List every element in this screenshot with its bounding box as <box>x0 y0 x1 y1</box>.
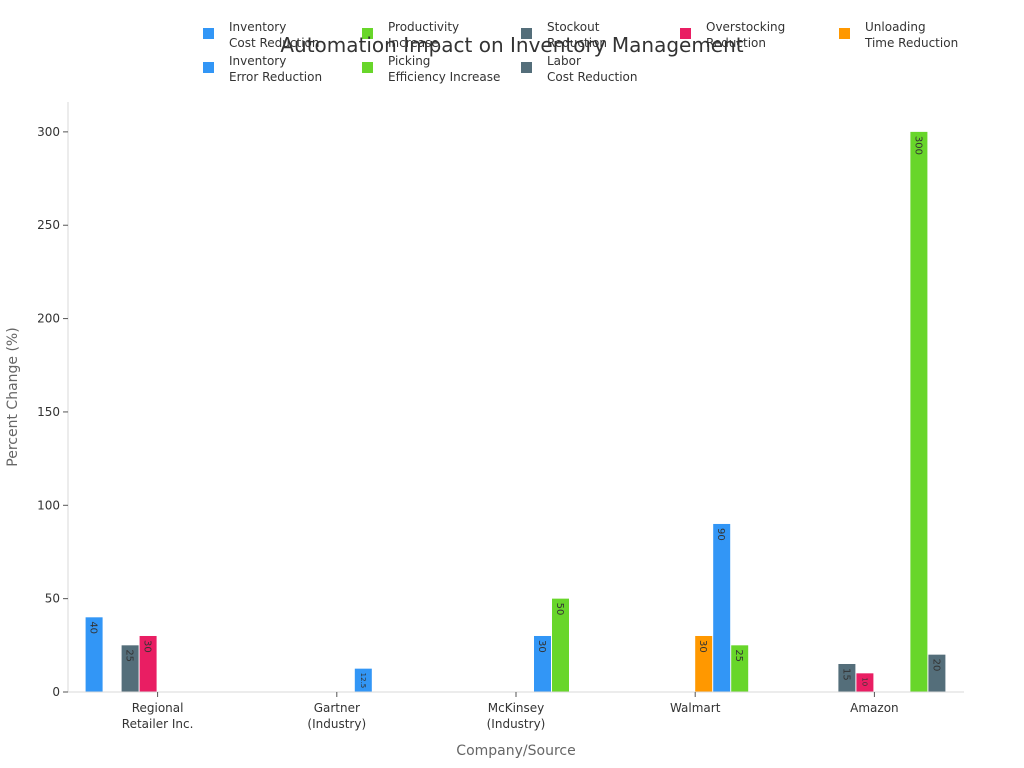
legend-label-line: Inventory <box>229 54 286 68</box>
axes: 0 50 100 150 200 250 300 Regional Retailer Inc. G… <box>37 102 964 731</box>
x-tick-label-line: (Industry) <box>307 717 366 731</box>
bar-label: 30 <box>142 640 153 653</box>
bar-label: 300 <box>912 136 923 155</box>
x-tick-label-line: Retailer Inc. <box>122 717 194 731</box>
legend-label-line: Time Reduction <box>864 36 958 50</box>
x-axis-title: Company/Source <box>456 743 575 759</box>
y-tick-label: 0 <box>52 685 60 699</box>
legend-label: Labor Cost Reduction <box>547 54 637 84</box>
bar[interactable] <box>695 635 713 692</box>
bar-label: 50 <box>554 603 565 616</box>
bar[interactable] <box>838 663 856 692</box>
legend-label: Picking Efficiency Increase <box>388 54 500 84</box>
x-tick-label-line: Walmart <box>670 701 721 715</box>
bar-label: 30 <box>536 640 547 653</box>
x-tick-label-line: (Industry) <box>487 717 546 731</box>
legend-label-line: Reduction <box>547 36 607 50</box>
legend-label: Stockout Reduction <box>547 20 607 50</box>
bar[interactable] <box>139 635 157 692</box>
bar-label: 10 <box>860 677 868 686</box>
x-tick-label-line: Regional <box>132 701 184 715</box>
legend-label: Inventory Error Reduction <box>229 54 322 84</box>
bar[interactable] <box>85 617 103 692</box>
bar[interactable] <box>928 654 946 692</box>
legend-label-line: Labor <box>547 54 581 68</box>
bar-label: 25 <box>733 649 744 662</box>
legend-label-line: Productivity <box>388 20 459 34</box>
legend: Inventory Cost Reduction Productivity Incre… <box>203 20 958 84</box>
y-tick-label: 300 <box>37 125 60 139</box>
legend-swatch <box>362 62 373 73</box>
bar[interactable] <box>121 645 139 692</box>
legend-label-line: Cost Reduction <box>229 36 319 50</box>
y-tick-label: 150 <box>37 405 60 419</box>
legend-item[interactable]: Picking Efficiency Increase <box>362 54 500 84</box>
legend-item[interactable]: Inventory Error Reduction <box>203 54 322 84</box>
legend-swatch <box>521 62 532 73</box>
bar[interactable] <box>856 673 874 692</box>
legend-label-line: Overstocking <box>706 20 785 34</box>
y-axis-title: Percent Change (%) <box>5 327 21 466</box>
legend-label: Unloading Time Reduction <box>864 20 958 50</box>
y-tick-label: 50 <box>45 592 60 606</box>
bar[interactable] <box>534 635 551 692</box>
bar-label: 20 <box>930 659 941 672</box>
y-tick-label: 100 <box>37 498 60 512</box>
x-tick-label-line: Amazon <box>850 701 899 715</box>
bar[interactable] <box>552 598 569 692</box>
legend-item[interactable]: Labor Cost Reduction <box>521 54 637 84</box>
bar[interactable] <box>713 523 731 692</box>
bar-label: 15 <box>840 668 851 681</box>
legend-label-line: Increase <box>388 36 439 50</box>
legend-swatch <box>362 28 373 39</box>
legend-label-line: Picking <box>388 54 430 68</box>
legend-label: Inventory Cost Reduction <box>229 20 319 50</box>
bar-label: 25 <box>124 649 135 662</box>
x-tick-label: Regional Retailer Inc. <box>122 701 194 731</box>
bar-label: 40 <box>88 621 99 634</box>
x-tick-label: Amazon <box>850 701 899 715</box>
bar[interactable] <box>354 668 372 692</box>
bar-label: 30 <box>697 640 708 653</box>
legend-swatch <box>839 28 850 39</box>
legend-item[interactable]: Overstocking Reduction <box>680 20 785 50</box>
legend-item[interactable]: Productivity Increase <box>362 20 459 50</box>
legend-label-line: Inventory <box>229 20 286 34</box>
y-tick-label: 200 <box>37 312 60 326</box>
legend-swatch <box>203 28 214 39</box>
x-tick-label: Gartner (Industry) <box>307 701 366 731</box>
legend-item[interactable]: Inventory Cost Reduction <box>203 20 319 50</box>
bar-label: 90 <box>715 528 726 541</box>
legend-item[interactable]: Stockout Reduction <box>521 20 607 50</box>
legend-label: Productivity Increase <box>388 20 459 50</box>
x-tick-label-line: Gartner <box>314 701 360 715</box>
bar[interactable] <box>731 645 749 692</box>
legend-label-line: Unloading <box>865 20 926 34</box>
x-tick-label-line: McKinsey <box>488 701 545 715</box>
bar[interactable] <box>910 131 928 692</box>
x-tick-label: Walmart <box>670 701 721 715</box>
y-tick-label: 250 <box>37 218 60 232</box>
bars <box>85 131 946 692</box>
x-tick-label: McKinsey (Industry) <box>487 701 546 731</box>
legend-swatch <box>680 28 691 39</box>
legend-item[interactable]: Unloading Time Reduction <box>839 20 958 50</box>
legend-label-line: Stockout <box>547 20 600 34</box>
legend-label-line: Cost Reduction <box>547 70 637 84</box>
bar-labels: 40 25 30 12.5 30 50 25 30 90 15 10 300 20 <box>88 136 942 688</box>
legend-label-line: Reduction <box>706 36 766 50</box>
legend-label: Overstocking Reduction <box>706 20 785 50</box>
legend-swatch <box>203 62 214 73</box>
bar-label: 12.5 <box>359 673 367 689</box>
legend-label-line: Efficiency Increase <box>388 70 500 84</box>
chart-title: Automation Impact on Inventory Managemen… <box>280 33 743 57</box>
legend-swatch <box>521 28 532 39</box>
legend-label-line: Error Reduction <box>229 70 322 84</box>
